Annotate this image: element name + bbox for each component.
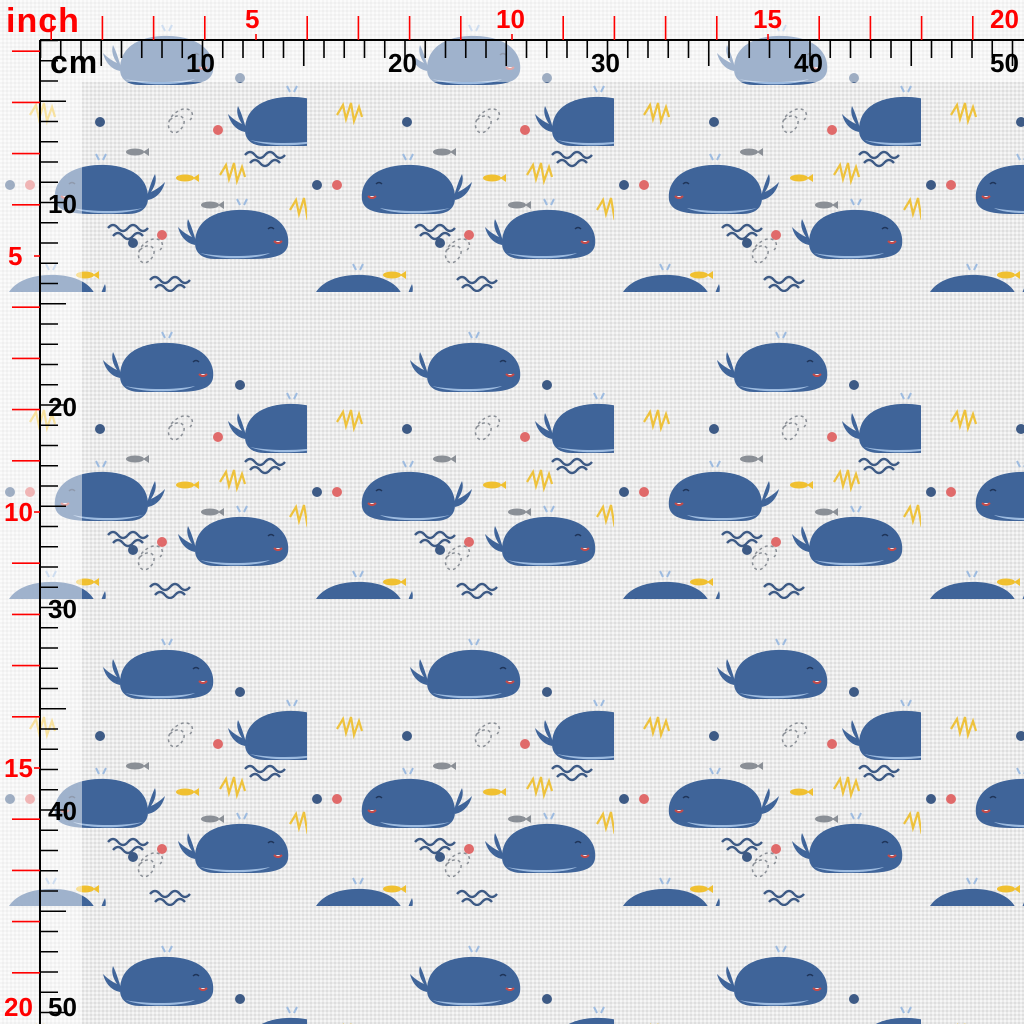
cm-label-left: 40 [48,796,77,826]
cm-label-left: 50 [48,992,77,1022]
inch-label-left: 5 [8,241,23,271]
cm-label-top: 40 [794,48,823,78]
cm-label-top: 10 [186,48,215,78]
inch-label-top: 20 [990,4,1019,34]
inch-unit-label: inch [6,2,80,40]
inch-label-top: 15 [753,4,782,34]
cm-label-top: 50 [990,48,1019,78]
inch-label-top: 5 [245,4,260,34]
inch-label-top: 10 [496,4,525,34]
cm-label-left: 20 [48,392,77,422]
cm-label-top: 20 [388,48,417,78]
inch-label-left: 10 [4,497,33,527]
cm-label-left: 30 [48,594,77,624]
cm-unit-label: cm [50,44,99,80]
inch-label-left: 15 [4,753,33,783]
inch-label-left: 20 [4,992,33,1022]
cm-label-left: 10 [48,189,77,219]
cm-label-top: 30 [591,48,620,78]
